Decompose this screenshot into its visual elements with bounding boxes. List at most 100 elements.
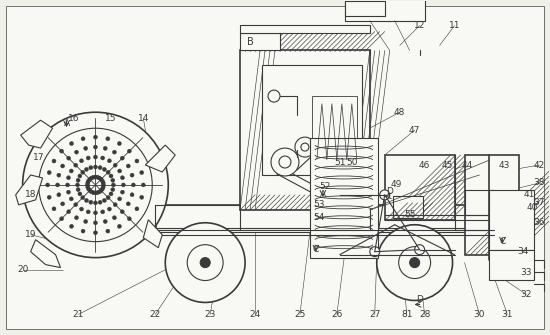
Circle shape [59,217,64,221]
Circle shape [126,164,130,168]
Circle shape [120,210,124,214]
Text: 48: 48 [394,108,405,117]
Text: 43: 43 [499,160,510,170]
Circle shape [57,173,61,177]
Circle shape [106,137,110,141]
Text: 21: 21 [73,310,84,319]
Text: 41: 41 [524,190,535,199]
Circle shape [141,183,145,187]
Bar [345,0,425,21]
Circle shape [86,187,91,191]
Circle shape [75,183,80,187]
Circle shape [90,190,94,194]
Circle shape [126,202,130,206]
Circle shape [67,210,70,214]
Circle shape [135,159,139,163]
Circle shape [120,156,124,160]
Circle shape [74,203,78,207]
Circle shape [101,210,104,214]
Circle shape [94,231,97,235]
Text: 51: 51 [334,157,345,166]
Bar [310,138,378,258]
Polygon shape [31,240,60,268]
Circle shape [107,207,112,211]
Text: 15: 15 [104,114,116,123]
Circle shape [67,176,70,180]
Circle shape [94,135,97,139]
Circle shape [80,159,84,163]
Circle shape [99,177,103,181]
Circle shape [52,159,56,163]
Text: 20: 20 [17,265,29,274]
Bar [156,228,494,232]
Text: 46: 46 [419,160,430,170]
Circle shape [101,183,106,187]
Circle shape [85,198,89,202]
Text: 18: 18 [25,190,36,199]
Bar [384,155,454,220]
Circle shape [23,112,168,258]
Text: 17: 17 [33,152,45,161]
Text: 45: 45 [442,160,453,170]
Bar [262,65,362,175]
Bar [240,24,370,32]
Circle shape [91,175,95,179]
Circle shape [86,156,90,160]
Circle shape [101,185,105,189]
Circle shape [91,191,95,195]
Text: 53: 53 [313,200,324,209]
Circle shape [107,159,112,163]
Circle shape [69,169,73,173]
Circle shape [103,219,107,223]
Circle shape [370,247,379,257]
Bar [465,155,519,255]
Circle shape [103,146,107,150]
Circle shape [117,224,122,228]
Polygon shape [144,220,162,248]
Circle shape [46,183,50,187]
Text: 19: 19 [25,230,36,239]
Circle shape [60,164,64,168]
Text: A: A [63,119,70,128]
Text: 11: 11 [449,21,460,30]
Text: 27: 27 [369,310,381,319]
Text: 52: 52 [319,183,331,191]
Text: C: C [313,245,319,254]
Circle shape [94,221,97,225]
Circle shape [47,171,51,175]
Bar [345,1,384,16]
Polygon shape [21,120,53,148]
Circle shape [112,216,117,220]
Circle shape [74,150,79,154]
Bar [393,196,422,218]
Text: 44: 44 [462,160,473,170]
Circle shape [118,197,122,201]
Circle shape [69,224,74,228]
Circle shape [127,217,131,221]
Bar [490,190,535,250]
Polygon shape [15,175,42,205]
Circle shape [113,163,117,167]
Circle shape [106,196,110,200]
Text: 12: 12 [414,21,425,30]
Circle shape [67,156,70,160]
Circle shape [88,189,92,193]
Circle shape [85,183,90,187]
Circle shape [106,229,110,233]
Circle shape [52,207,56,211]
Circle shape [86,185,90,189]
Bar [240,32,280,51]
Text: 34: 34 [518,247,529,256]
Text: 81: 81 [401,310,412,319]
Circle shape [109,174,113,178]
Circle shape [140,195,144,199]
Circle shape [94,165,97,169]
Circle shape [127,149,131,153]
Circle shape [200,258,210,268]
Text: 38: 38 [534,179,545,188]
Circle shape [94,155,97,159]
Circle shape [100,187,104,191]
Circle shape [100,179,104,183]
Circle shape [84,219,87,223]
Text: D: D [416,295,423,304]
